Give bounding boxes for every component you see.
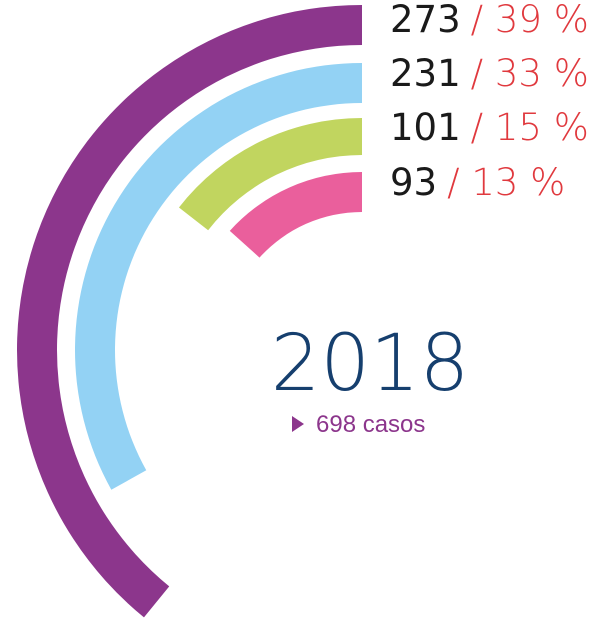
value-label-group: 93/ 13 % <box>390 161 565 204</box>
radial-bar <box>75 63 362 490</box>
value-label-group: 273/ 39 % <box>390 0 589 41</box>
value-label: 231 <box>390 52 461 95</box>
value-label: 93 <box>390 161 437 204</box>
value-label-group: 231/ 33 % <box>390 52 589 95</box>
value-label: 273 <box>390 0 461 41</box>
radial-bar <box>178 118 362 231</box>
value-label-group: 101/ 15 % <box>390 106 589 149</box>
radial-bar <box>229 172 362 258</box>
percent-label: / 33 % <box>471 52 589 95</box>
value-label: 101 <box>390 106 461 149</box>
chart-title: 2018 <box>271 319 470 409</box>
percent-label: / 13 % <box>447 161 565 204</box>
percent-label: / 39 % <box>471 0 589 41</box>
radial-bar <box>16 5 363 618</box>
total-label: 698 casos <box>316 411 425 438</box>
triangle-icon <box>292 416 304 432</box>
percent-label: / 15 % <box>471 106 589 149</box>
